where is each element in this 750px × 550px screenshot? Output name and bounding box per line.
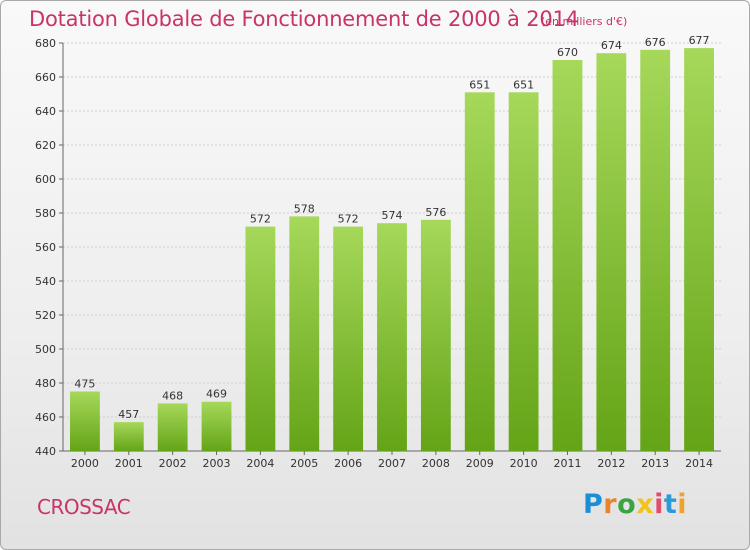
y-tick-label: 560 [35,241,56,254]
brand-letter: x [636,489,655,520]
bar [508,92,539,452]
brand-letter: i [654,489,664,520]
x-tick-label: 2005 [290,457,318,470]
y-tick-label: 480 [35,377,56,390]
x-tick-label: 2014 [685,457,713,470]
brand-letter: P [583,489,604,520]
bar [420,219,451,451]
bar-value-label: 674 [601,39,622,52]
y-tick-label: 500 [35,343,56,356]
chart-title: Dotation Globale de Fonctionnement de 20… [29,7,579,31]
data-labels: 475 457 468 469 572 578 572 574 576 651 651 670 674 6… [74,34,709,421]
bar-value-label: 468 [162,389,183,402]
y-tick-label: 580 [35,207,56,220]
x-tick-label: 2008 [422,457,450,470]
y-tick-label: 620 [35,139,56,152]
x-tick-label: 2009 [466,457,494,470]
x-tick-label: 2012 [597,457,625,470]
bar [70,391,100,451]
bar [552,60,583,451]
bar-value-label: 576 [425,206,446,219]
bar [596,53,627,451]
bar-value-label: 469 [206,388,227,401]
bar [113,422,144,451]
bar [333,226,364,451]
y-tick-label: 680 [35,37,56,50]
brand-letter: i [677,489,688,520]
bar [245,226,276,451]
bars [70,48,714,452]
bar-value-label: 475 [74,378,95,391]
y-tick-label: 640 [35,105,56,118]
x-tick-label: 2007 [378,457,406,470]
bar [289,216,320,451]
bar-value-label: 574 [382,209,403,222]
y-tick-label: 660 [35,71,56,84]
y-tick-label: 520 [35,309,56,322]
x-tick-label: 2006 [334,457,362,470]
bar-value-label: 677 [689,34,710,47]
x-tick-label: 2011 [553,457,581,470]
x-tick-label: 2013 [641,457,669,470]
proxiti-logo: Proxiti [583,489,687,520]
bar-value-label: 572 [338,213,359,226]
y-tick-label: 540 [35,275,56,288]
bar [157,403,188,451]
x-tick-label: 2003 [203,457,231,470]
bar-value-label: 651 [513,78,534,91]
y-tick-label: 600 [35,173,56,186]
bar-value-label: 457 [118,408,139,421]
y-tick-label: 460 [35,411,56,424]
x-tick-label: 2001 [115,457,143,470]
brand-letter: t [663,489,678,520]
bar-value-label: 651 [469,78,490,91]
bar-value-label: 676 [645,36,666,49]
x-tick-label: 2004 [246,457,274,470]
bar-value-label: 572 [250,213,271,226]
bar [377,223,407,451]
bar [464,92,495,452]
bar [684,48,714,451]
brand-letter: r [603,489,618,520]
commune-name: CROSSAC [37,495,131,519]
brand-letter: o [617,489,637,520]
x-tick-label: 2002 [159,457,187,470]
bar-value-label: 578 [294,202,315,215]
chart-unit: (en milliers d'€) [541,15,628,28]
bar [640,49,671,452]
x-tick-label: 2010 [510,457,538,470]
bar-value-label: 670 [557,46,578,59]
axes: 440 460 480 500 520 540 560 580 600 620 640 660 680 2… [35,37,721,470]
y-tick-label: 440 [35,445,56,458]
x-tick-label: 2000 [71,457,99,470]
bar [201,401,232,451]
